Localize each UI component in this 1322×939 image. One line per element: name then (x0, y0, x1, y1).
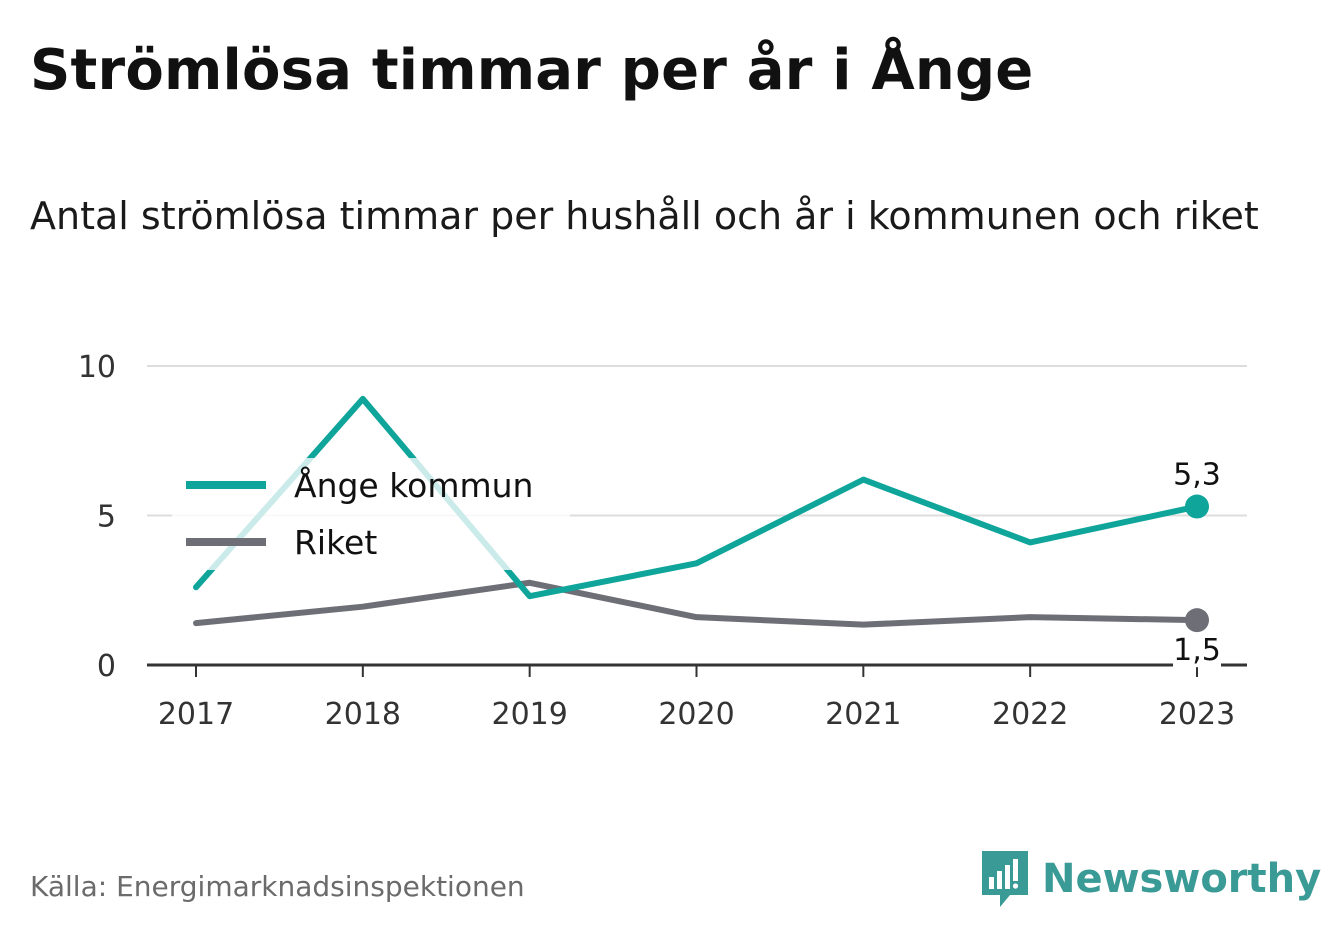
x-tick-label: 2020 (658, 697, 734, 732)
source-note: Källa: Energimarknadsinspektionen (30, 870, 525, 903)
x-tick-labels: 2017 2018 2019 2020 2021 2022 2023 (158, 665, 1235, 732)
x-tick-label: 2018 (325, 697, 401, 732)
y-tick-label: 10 (78, 350, 116, 385)
x-tick-label: 2023 (1159, 697, 1235, 732)
series-line-riket (193, 579, 1200, 628)
legend-label: Ånge kommun (294, 465, 533, 505)
end-label-ange-kommun: 5,3 (1173, 458, 1221, 493)
y-tick-label: 0 (97, 649, 116, 684)
brand-name: Newsworthy (1042, 856, 1322, 902)
end-point-ange-kommun (1185, 494, 1209, 519)
x-tick-label: 2022 (992, 697, 1068, 732)
end-point-riket (1185, 608, 1209, 633)
x-tick-label: 2021 (825, 697, 901, 732)
series-line-ange-kommun (193, 395, 1200, 600)
chart-subtitle: Antal strömlösa timmar per hushåll och å… (30, 194, 1259, 238)
series-lines (193, 395, 1209, 633)
legend-background (172, 458, 570, 570)
x-tick-label: 2017 (158, 697, 234, 732)
chart-title: Strömlösa timmar per år i Ånge (30, 38, 1034, 103)
bar-chart-speech-bubble-icon (982, 851, 1028, 907)
end-label-riket: 1,5 (1173, 633, 1221, 668)
end-label-backdrop (1173, 633, 1221, 668)
brand-logo: Newsworthy (980, 848, 1321, 910)
y-tick-label: 5 (97, 500, 116, 535)
y-tick-labels: 0 5 10 (78, 350, 116, 684)
end-labels: 5,3 1,5 (1173, 458, 1221, 668)
legend: Ånge kommun Riket (172, 458, 570, 570)
legend-label: Riket (294, 523, 377, 562)
x-tick-label: 2019 (491, 697, 567, 732)
